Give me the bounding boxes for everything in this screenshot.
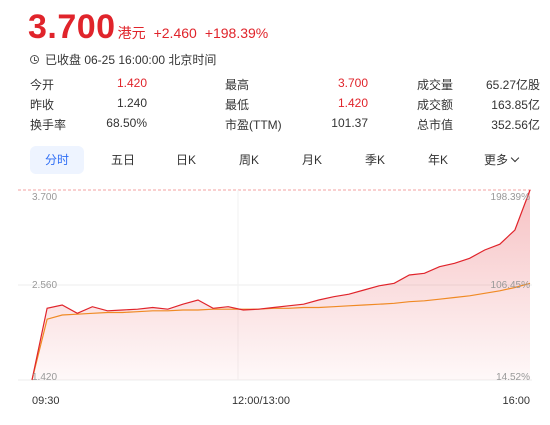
stat-label: 昨收: [30, 98, 55, 112]
stats-row: 换手率 68.50% 市盈(TTM) 101.37 总市值 352.56亿: [30, 116, 540, 136]
price-line: [31, 189, 531, 381]
x-tick: 16:00: [502, 395, 530, 407]
price-change-percent: +198.39%: [204, 25, 269, 41]
x-tick: 12:00/13:00: [232, 395, 290, 407]
average-price-line: [31, 282, 531, 381]
y-right-tick: 198.39%: [491, 192, 531, 203]
stat-value: 163.85亿: [491, 98, 540, 112]
x-tick: 09:30: [32, 395, 60, 407]
stat-value: 352.56亿: [491, 118, 540, 132]
tab-more-label: 更多: [483, 153, 508, 167]
intraday-chart[interactable]: 3.700 2.560 1.420 198.39% 106.45% 14.52%…: [18, 184, 538, 420]
stat-label: 今开: [30, 78, 55, 92]
tab-daily-k[interactable]: 日K: [175, 153, 196, 167]
tab-quarterly-k[interactable]: 季K: [364, 153, 385, 167]
stat-label: 最低: [225, 98, 250, 112]
tab-more[interactable]: 更多: [476, 146, 526, 174]
tab-yearly-k[interactable]: 年K: [427, 153, 448, 167]
tab-weekly-k[interactable]: 周K: [238, 153, 259, 167]
stats-row: 今开 1.420 最高 3.700 成交量 65.27亿股: [30, 76, 540, 96]
stat-label: 最高: [225, 78, 250, 92]
y-left-tick: 2.560: [32, 280, 57, 291]
y-right-tick: 106.45%: [491, 280, 531, 291]
chevron-down-icon: [510, 153, 520, 163]
price-change: +2.460: [153, 25, 197, 41]
tab-intraday[interactable]: 分时: [30, 146, 84, 174]
stat-label: 成交额: [417, 98, 454, 112]
stat-value: 1.420: [337, 96, 368, 110]
period-tabs: 分时 五日 日K 周K 月K 季K 年K 更多: [20, 146, 530, 174]
stat-label: 成交量: [417, 78, 454, 92]
stat-value: 3.700: [337, 76, 368, 90]
price-header: 3.700 港元 +2.460 +198.39%: [28, 8, 268, 48]
market-status: 已收盘 06-25 16:00:00 北京时间: [30, 51, 216, 68]
last-price: 3.700: [28, 8, 116, 46]
clock-icon: [30, 55, 39, 64]
tab-five-day[interactable]: 五日: [110, 153, 135, 167]
stat-value: 101.37: [331, 116, 368, 130]
currency: 港元: [117, 25, 146, 41]
market-status-text: 已收盘 06-25 16:00:00 北京时间: [45, 53, 217, 67]
y-left-tick: 1.420: [32, 372, 57, 383]
stat-value: 65.27亿股: [485, 78, 540, 92]
stat-value: 1.420: [116, 76, 147, 90]
price-area-fill: [32, 190, 530, 380]
stat-label: 总市值: [417, 118, 454, 132]
stat-label: 换手率: [30, 118, 67, 132]
intraday-chart-svg: 3.700 2.560 1.420 198.39% 106.45% 14.52%…: [18, 189, 532, 407]
tab-monthly-k[interactable]: 月K: [301, 153, 322, 167]
quote-stats: 今开 1.420 最高 3.700 成交量 65.27亿股 昨收 1.240 最…: [30, 76, 540, 136]
stat-value: 1.240: [116, 96, 147, 110]
stats-row: 昨收 1.240 最低 1.420 成交额 163.85亿: [30, 96, 540, 116]
stat-label: 市盈(TTM): [225, 118, 282, 132]
stat-value: 68.50%: [106, 116, 147, 130]
y-right-tick: 14.52%: [496, 372, 530, 383]
y-left-tick: 3.700: [32, 192, 57, 203]
